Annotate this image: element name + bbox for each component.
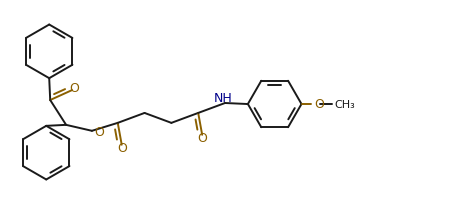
- Text: O: O: [94, 126, 104, 139]
- Text: O: O: [313, 98, 323, 111]
- Text: O: O: [70, 82, 79, 95]
- Text: O: O: [117, 142, 127, 154]
- Text: CH₃: CH₃: [334, 99, 354, 109]
- Text: NH: NH: [213, 91, 232, 104]
- Text: O: O: [197, 132, 207, 145]
